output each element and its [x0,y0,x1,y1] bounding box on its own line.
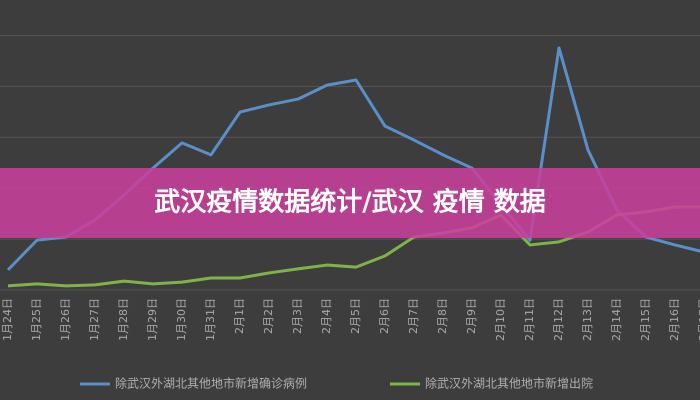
banner-title: 武汉疫情数据统计/武汉 疫情 数据 [154,187,546,218]
x-tick-label: 2月17日 [697,298,700,341]
x-tick-label: 2月13日 [581,298,594,341]
x-tick-label: 2月5日 [349,298,362,334]
legend: 除武汉外湖北其他地市新增确诊病例 除武汉外湖北其他地市新增出院 [80,376,593,391]
x-tick-label: 2月4日 [320,298,333,334]
x-tick-label: 2月3日 [291,298,304,334]
legend-label: 除武汉外湖北其他地市新增出院 [425,376,593,391]
banner [0,168,700,238]
x-tick-label: 1月25日 [30,298,43,341]
x-tick-label: 2月9日 [465,298,478,334]
x-tick-label: 1月27日 [88,298,101,341]
legend-label: 除武汉外湖北其他地市新增确诊病例 [115,376,307,391]
x-tick-label: 2月16日 [668,298,681,341]
x-tick-label: 2月2日 [262,298,275,334]
x-tick-label: 2月7日 [407,298,420,334]
x-tick-label: 1月24日 [1,298,14,341]
x-tick-label: 1月30日 [175,298,188,341]
x-tick-label: 2月1日 [233,298,246,334]
x-tick-label: 2月10日 [494,298,507,341]
x-tick-label: 2月15日 [639,298,652,341]
x-tick-label: 2月11日 [523,298,536,341]
x-tick-label: 2月6日 [378,298,391,334]
x-tick-label: 2月14日 [610,298,623,341]
x-tick-label: 2月12日 [552,298,565,341]
x-tick-label: 1月28日 [117,298,130,341]
x-tick-label: 1月29日 [146,298,159,341]
x-tick-label: 1月31日 [204,298,217,341]
x-tick-label: 2月8日 [436,298,449,334]
x-tick-label: 1月26日 [59,298,72,341]
